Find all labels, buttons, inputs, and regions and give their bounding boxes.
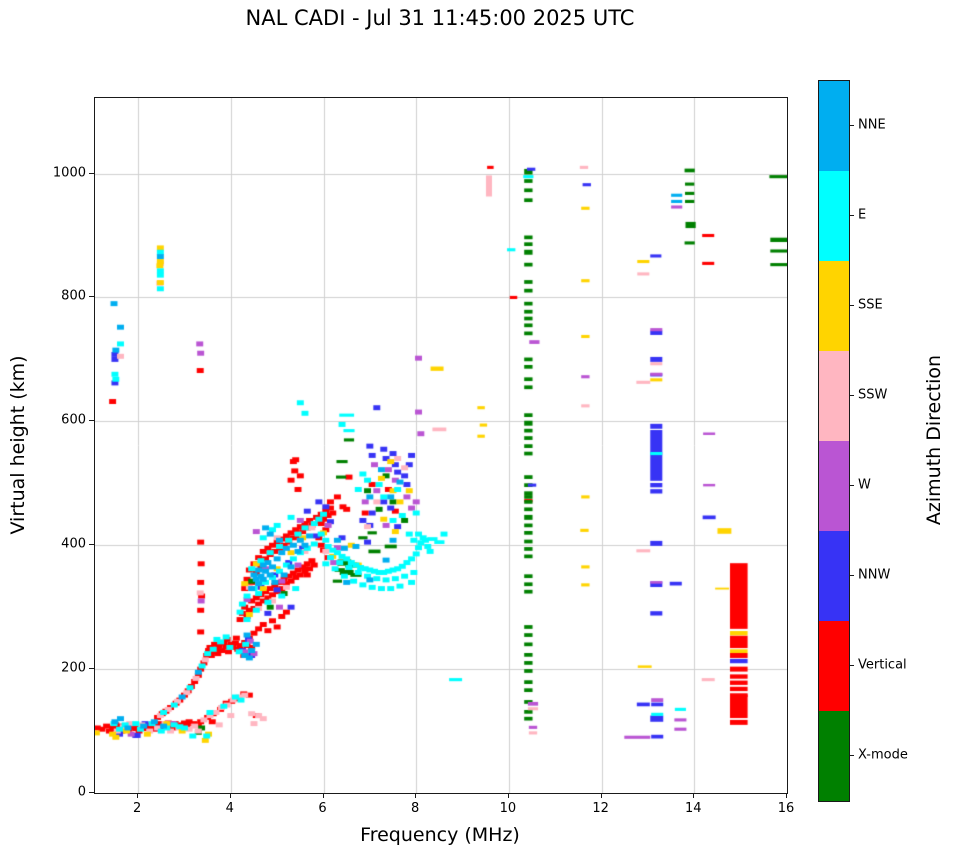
colorbar-label-vertical: Vertical (858, 657, 907, 673)
x-tick-mark (322, 793, 324, 798)
y-tick-label: 400 (61, 536, 86, 552)
colorbar-segment-x-mode (819, 711, 849, 801)
scatter-canvas (95, 98, 787, 793)
y-tick-label: 800 (61, 288, 86, 304)
x-tick-label: 4 (225, 801, 234, 816)
colorbar-tick (849, 305, 854, 306)
colorbar-segment-ssw (819, 351, 849, 441)
colorbar-segment-nne (819, 81, 849, 171)
x-tick-mark (786, 793, 787, 798)
x-tick-mark (137, 793, 139, 798)
colorbar-label-e: E (858, 207, 867, 223)
plot-area (94, 97, 788, 794)
colorbar-tick (849, 125, 854, 126)
y-tick-mark (89, 296, 94, 298)
colorbar-tick (849, 665, 854, 666)
colorbar-label-x-mode: X-mode (858, 747, 908, 763)
x-axis-label: Frequency (MHz) (360, 824, 520, 846)
x-tick-mark (693, 793, 695, 798)
colorbar-tick (849, 395, 854, 396)
y-tick-mark (89, 668, 94, 670)
x-tick-mark (600, 793, 602, 798)
x-tick-mark (415, 793, 417, 798)
azimuth-colorbar (818, 80, 850, 802)
x-tick-label: 12 (592, 801, 609, 816)
colorbar-segment-sse (819, 261, 849, 351)
y-tick-mark (89, 420, 94, 422)
x-tick-label: 8 (411, 801, 420, 816)
colorbar-tick (849, 485, 854, 486)
x-tick-mark (229, 793, 231, 798)
colorbar-label-nne: NNE (858, 117, 886, 133)
chart-title: NAL CADI - Jul 31 11:45:00 2025 UTC (245, 6, 635, 30)
colorbar-label-nnw: NNW (858, 567, 891, 583)
colorbar-tick (849, 575, 854, 576)
y-tick-label: 0 (77, 784, 86, 800)
y-tick-label: 1000 (52, 165, 86, 181)
x-tick-label: 10 (499, 801, 517, 816)
y-axis-label: Virtual height (km) (7, 355, 29, 535)
x-tick-label: 6 (318, 801, 327, 816)
y-tick-mark (89, 172, 94, 174)
x-tick-label: 16 (777, 801, 795, 816)
colorbar-label-w: W (858, 477, 871, 493)
y-tick-mark (89, 792, 94, 793)
colorbar-segment-e (819, 171, 849, 261)
colorbar-segment-nnw (819, 531, 849, 621)
colorbar-label-sse: SSE (858, 297, 883, 313)
x-tick-label: 2 (132, 801, 142, 816)
colorbar-label-ssw: SSW (858, 387, 888, 403)
y-tick-label: 600 (61, 412, 86, 428)
x-tick-mark (507, 793, 509, 798)
y-tick-label: 200 (61, 660, 86, 676)
colorbar-title: Azimuth Direction (923, 354, 945, 526)
colorbar-segment-vertical (819, 621, 849, 711)
colorbar-segment-w (819, 441, 849, 531)
colorbar-tick (849, 215, 854, 216)
y-tick-mark (89, 544, 94, 546)
colorbar-tick (849, 755, 854, 756)
x-tick-label: 14 (685, 801, 702, 816)
